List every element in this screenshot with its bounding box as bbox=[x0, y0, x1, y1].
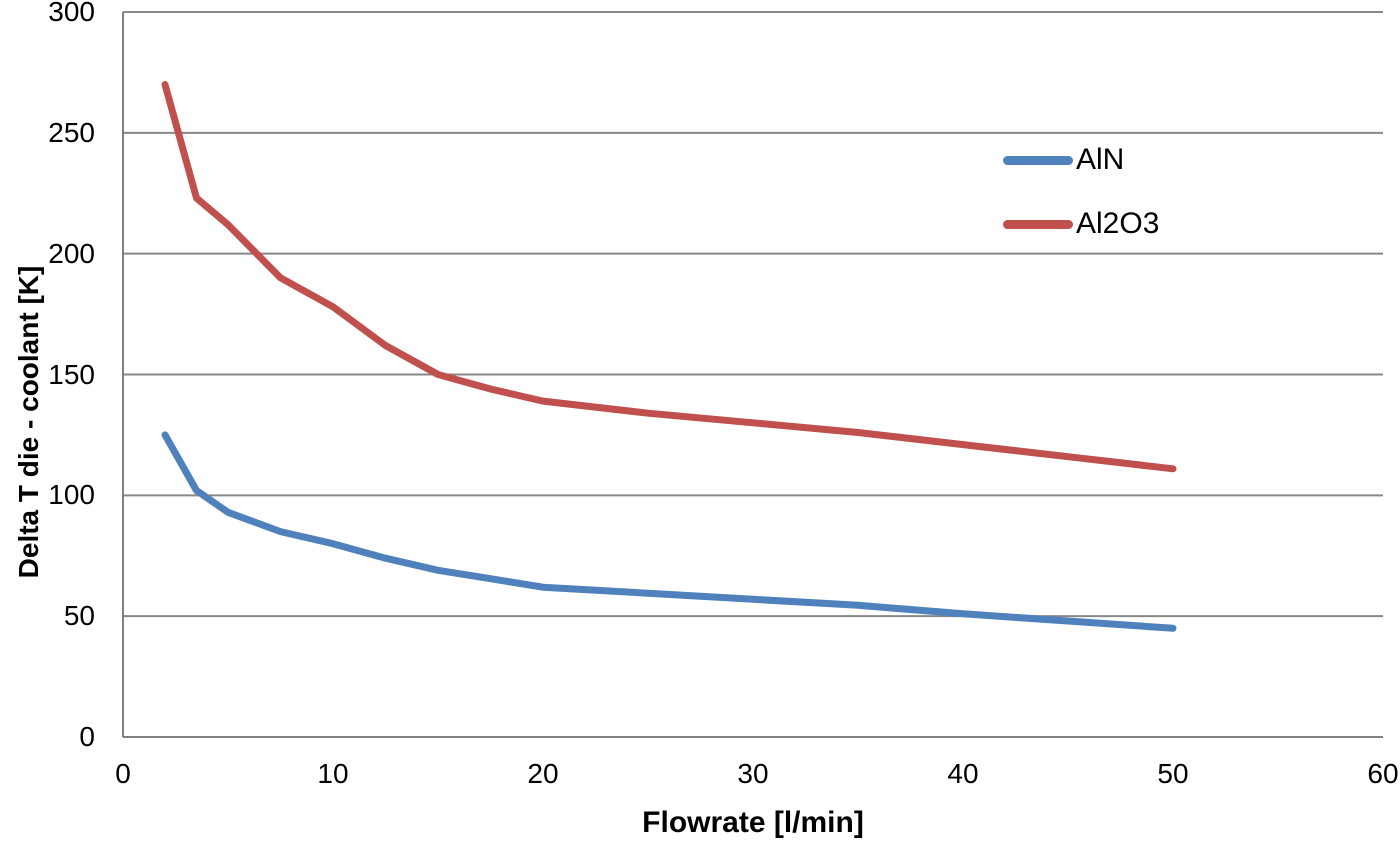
x-tick-label-60: 60 bbox=[1367, 758, 1399, 789]
x-tick-label-20: 20 bbox=[527, 758, 559, 789]
x-axis-title: Flowrate [l/min] bbox=[642, 806, 864, 839]
x-tick-label-10: 10 bbox=[317, 758, 349, 789]
y-tick-label-200: 200 bbox=[48, 237, 95, 269]
y-tick-label-300: 300 bbox=[48, 0, 95, 27]
legend: AlN Al2O3 bbox=[1003, 140, 1159, 244]
legend-label-aln: AlN bbox=[1076, 143, 1125, 176]
y-tick-label-0: 0 bbox=[79, 721, 95, 752]
legend-item-aln: AlN bbox=[1003, 140, 1159, 180]
x-tick-label-50: 50 bbox=[1157, 758, 1189, 789]
y-tick-label-150: 150 bbox=[48, 358, 95, 390]
legend-swatch-al2o3 bbox=[1003, 219, 1073, 229]
legend-swatch-aln bbox=[1003, 155, 1073, 165]
series-line-aln bbox=[161, 431, 1177, 632]
x-tick-label-0: 0 bbox=[115, 758, 131, 789]
y-tick-label-250: 250 bbox=[48, 116, 95, 148]
x-tick-label-40: 40 bbox=[947, 758, 979, 789]
y-tick-label-100: 100 bbox=[48, 479, 95, 511]
x-tick-label-30: 30 bbox=[737, 758, 769, 789]
y-axis-title: Delta T die - coolant [K] bbox=[13, 265, 44, 579]
legend-item-al2o3: Al2O3 bbox=[1003, 204, 1159, 244]
series-line-al2o3 bbox=[161, 81, 1177, 473]
legend-label-al2o3: Al2O3 bbox=[1076, 207, 1160, 240]
y-tick-label-50: 50 bbox=[63, 600, 95, 632]
